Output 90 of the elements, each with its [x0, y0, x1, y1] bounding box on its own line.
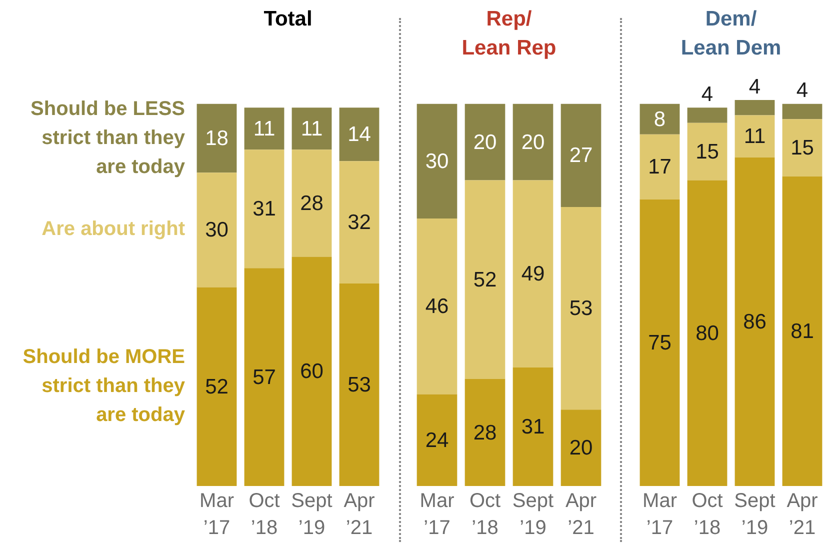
bar	[640, 199, 680, 486]
data-label: 57	[252, 366, 276, 389]
x-tick-label: Sept ’19	[734, 490, 776, 540]
bar	[512, 368, 554, 486]
data-label: 28	[300, 192, 324, 215]
data-label: 17	[648, 156, 672, 179]
x-tick-label: Sept ’19	[291, 490, 333, 540]
bar	[196, 104, 237, 173]
bar	[464, 104, 506, 180]
bar	[196, 287, 237, 486]
bar	[339, 108, 380, 162]
data-label: 30	[425, 150, 449, 173]
bar	[687, 122, 728, 180]
data-label: 31	[252, 198, 276, 221]
bar	[292, 256, 332, 486]
bar	[416, 218, 458, 394]
data-label: 31	[521, 416, 545, 439]
bar	[464, 180, 506, 379]
x-tick-label: Oct ’18	[248, 490, 280, 540]
bar	[512, 180, 554, 368]
bar	[244, 268, 284, 486]
data-label: 52	[473, 268, 497, 292]
data-label: 4	[796, 79, 808, 102]
data-label: 14	[348, 123, 372, 146]
series-label: Should be MORE strict than they are today	[22, 345, 185, 428]
bar	[339, 283, 380, 486]
data-label: 4	[748, 75, 761, 98]
data-label: 20	[521, 130, 545, 154]
bar	[416, 394, 458, 486]
x-tick-label: Oct ’18	[469, 490, 501, 540]
data-label: 46	[425, 295, 449, 318]
bar	[416, 104, 458, 218]
data-label: 8	[654, 108, 666, 131]
bar	[734, 100, 775, 116]
data-label: 15	[790, 136, 814, 160]
data-label: 86	[743, 310, 766, 334]
data-label: 32	[348, 211, 371, 234]
x-tick-label: Apr ’21	[786, 490, 818, 540]
bar	[560, 410, 602, 486]
chart-title: Total	[264, 7, 312, 30]
data-label: 49	[521, 262, 545, 286]
bar	[196, 172, 237, 288]
x-tick-label: Apr ’21	[344, 490, 376, 540]
data-label: 75	[648, 331, 672, 354]
chart-title: Dem/ Lean Dem	[680, 7, 782, 60]
chart-title: Rep/ Lean Rep	[462, 7, 556, 60]
x-tick-label: Oct ’18	[692, 490, 724, 540]
bar	[560, 207, 602, 410]
x-tick-label: Apr ’21	[565, 490, 597, 540]
data-label: 24	[425, 428, 449, 452]
bar	[782, 119, 822, 176]
series-label: Should be LESS strict than they are today	[30, 96, 185, 180]
data-label: 11	[300, 117, 323, 140]
data-label: 4	[701, 82, 714, 106]
bar	[687, 180, 728, 486]
bar	[782, 104, 822, 120]
bar	[782, 176, 822, 486]
data-label: 18	[205, 127, 228, 150]
x-tick-label: Mar ’17	[420, 490, 455, 540]
data-label: 20	[473, 130, 497, 154]
bar	[640, 104, 680, 134]
data-label: 20	[569, 436, 593, 460]
data-label: 52	[205, 375, 228, 398]
data-label: 60	[300, 360, 324, 384]
bar	[560, 104, 602, 208]
bar	[244, 108, 284, 150]
bar	[292, 150, 332, 257]
bar	[687, 108, 728, 123]
bar	[734, 157, 775, 486]
x-tick-label: Mar ’17	[642, 490, 678, 540]
data-label: 30	[205, 218, 228, 242]
bar	[244, 150, 284, 268]
data-label: 28	[473, 421, 497, 444]
bar	[640, 134, 680, 200]
bar	[512, 104, 554, 180]
data-label: 53	[348, 374, 371, 397]
data-label: 53	[569, 297, 593, 320]
bar	[734, 115, 775, 158]
bar	[292, 108, 332, 150]
data-label: 11	[253, 117, 276, 140]
data-label: 81	[790, 320, 814, 344]
data-label: 80	[696, 322, 719, 345]
bar	[339, 161, 380, 284]
bar	[464, 378, 506, 486]
x-tick-label: Sept ’19	[512, 490, 554, 540]
series-label: Are about right	[40, 217, 185, 242]
data-label: 27	[569, 144, 593, 168]
x-tick-label: Mar ’17	[200, 490, 234, 540]
data-label: 15	[696, 140, 719, 164]
data-label: 11	[744, 125, 766, 148]
